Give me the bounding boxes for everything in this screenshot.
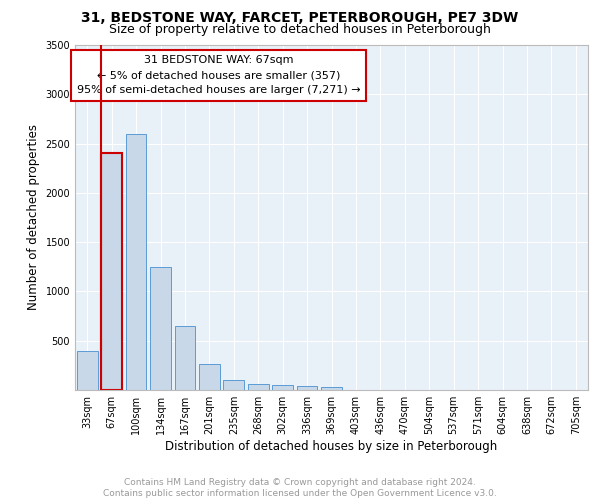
- X-axis label: Distribution of detached houses by size in Peterborough: Distribution of detached houses by size …: [166, 440, 497, 453]
- Bar: [125, 134, 146, 390]
- Bar: [321, 387, 342, 390]
- Text: Contains HM Land Registry data © Crown copyright and database right 2024.
Contai: Contains HM Land Registry data © Crown c…: [103, 478, 497, 498]
- Text: 31, BEDSTONE WAY, FARCET, PETERBOROUGH, PE7 3DW: 31, BEDSTONE WAY, FARCET, PETERBOROUGH, …: [82, 11, 518, 25]
- Bar: [296, 386, 317, 390]
- Text: Size of property relative to detached houses in Peterborough: Size of property relative to detached ho…: [109, 22, 491, 36]
- Bar: [272, 384, 293, 390]
- Bar: [77, 350, 98, 390]
- Bar: [101, 154, 122, 390]
- Bar: [175, 326, 196, 390]
- Text: 31 BEDSTONE WAY: 67sqm
← 5% of detached houses are smaller (357)
95% of semi-det: 31 BEDSTONE WAY: 67sqm ← 5% of detached …: [77, 56, 361, 95]
- Bar: [199, 364, 220, 390]
- Bar: [248, 384, 269, 390]
- Bar: [223, 380, 244, 390]
- Y-axis label: Number of detached properties: Number of detached properties: [27, 124, 40, 310]
- Bar: [150, 267, 171, 390]
